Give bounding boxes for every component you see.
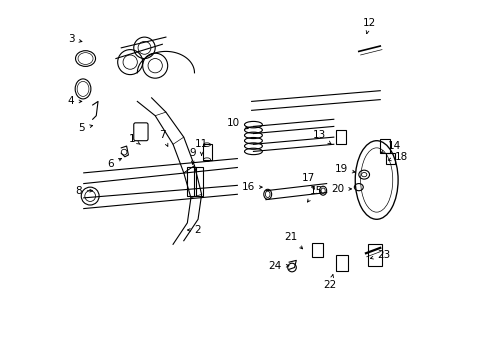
Text: 19: 19 <box>334 164 354 174</box>
Text: 7: 7 <box>159 130 167 146</box>
Text: 16: 16 <box>241 182 262 192</box>
Text: 1: 1 <box>128 134 140 144</box>
Text: 14: 14 <box>380 141 400 153</box>
Text: 18: 18 <box>387 152 407 162</box>
Text: 9: 9 <box>189 148 196 164</box>
Text: 8: 8 <box>75 186 92 196</box>
Text: 10: 10 <box>227 118 248 129</box>
Text: 11: 11 <box>195 139 208 155</box>
Text: 5: 5 <box>79 123 92 133</box>
Text: 12: 12 <box>362 18 375 33</box>
Text: 6: 6 <box>107 158 121 169</box>
Text: 4: 4 <box>68 96 81 107</box>
Text: 22: 22 <box>323 275 336 291</box>
Text: 23: 23 <box>370 250 389 260</box>
Text: 2: 2 <box>187 225 201 235</box>
Text: 21: 21 <box>284 232 302 249</box>
Text: 17: 17 <box>302 173 315 189</box>
Text: 15: 15 <box>307 186 322 202</box>
Text: 13: 13 <box>312 130 330 144</box>
Text: 3: 3 <box>68 34 82 44</box>
Text: 24: 24 <box>268 261 288 271</box>
Text: 20: 20 <box>330 184 351 194</box>
